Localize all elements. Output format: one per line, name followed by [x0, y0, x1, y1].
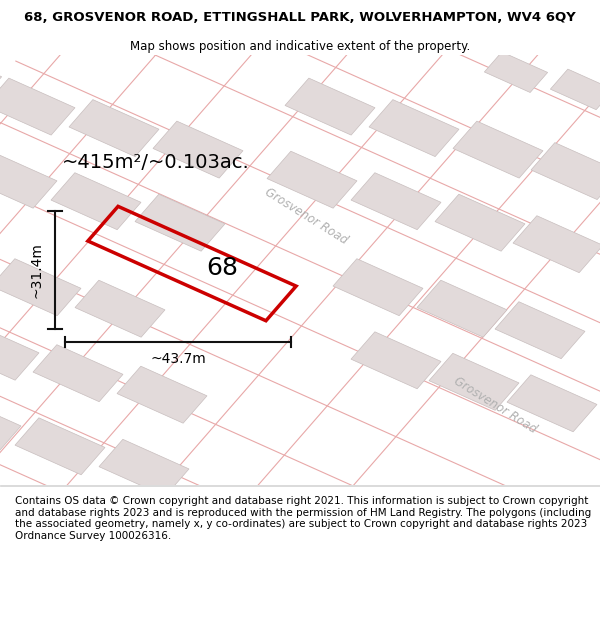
Text: 68: 68	[206, 256, 238, 280]
Polygon shape	[267, 151, 357, 208]
Text: Contains OS data © Crown copyright and database right 2021. This information is : Contains OS data © Crown copyright and d…	[15, 496, 591, 541]
Polygon shape	[153, 121, 243, 178]
Polygon shape	[0, 396, 21, 453]
Polygon shape	[0, 78, 75, 135]
Polygon shape	[69, 99, 159, 157]
Polygon shape	[285, 78, 375, 135]
Polygon shape	[51, 173, 141, 229]
Polygon shape	[429, 353, 519, 410]
Polygon shape	[531, 142, 600, 199]
Text: ~415m²/~0.103ac.: ~415m²/~0.103ac.	[62, 153, 250, 172]
Polygon shape	[75, 280, 165, 337]
Polygon shape	[0, 259, 81, 316]
Polygon shape	[484, 52, 548, 92]
Polygon shape	[333, 259, 423, 316]
Polygon shape	[435, 194, 525, 251]
Polygon shape	[351, 173, 441, 229]
Text: Map shows position and indicative extent of the property.: Map shows position and indicative extent…	[130, 39, 470, 52]
Polygon shape	[117, 366, 207, 423]
Text: 68, GROSVENOR ROAD, ETTINGSHALL PARK, WOLVERHAMPTON, WV4 6QY: 68, GROSVENOR ROAD, ETTINGSHALL PARK, WO…	[24, 11, 576, 24]
Polygon shape	[0, 151, 57, 208]
Polygon shape	[0, 56, 2, 97]
Polygon shape	[550, 69, 600, 109]
Text: ~31.4m: ~31.4m	[29, 242, 43, 298]
Polygon shape	[507, 375, 597, 432]
Polygon shape	[417, 280, 507, 337]
Polygon shape	[513, 216, 600, 272]
Polygon shape	[453, 121, 543, 178]
Polygon shape	[351, 332, 441, 389]
Polygon shape	[99, 439, 189, 496]
Text: Grosvenor Road: Grosvenor Road	[451, 375, 539, 436]
Polygon shape	[369, 99, 459, 157]
Polygon shape	[15, 418, 105, 475]
Text: Grosvenor Road: Grosvenor Road	[262, 186, 350, 247]
Polygon shape	[33, 345, 123, 402]
Polygon shape	[0, 323, 39, 380]
Polygon shape	[135, 194, 225, 251]
Text: ~43.7m: ~43.7m	[150, 352, 206, 366]
Polygon shape	[495, 302, 585, 359]
